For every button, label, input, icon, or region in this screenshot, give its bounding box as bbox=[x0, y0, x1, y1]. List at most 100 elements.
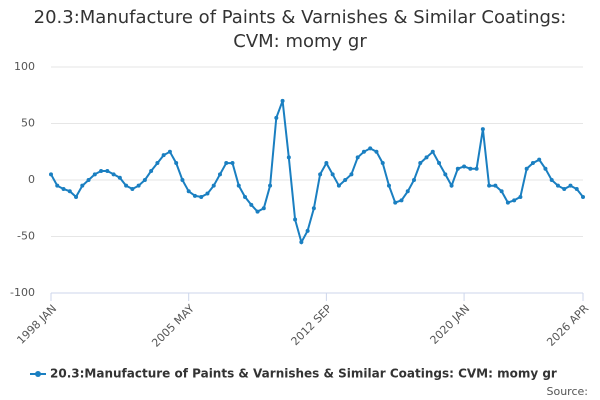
point bbox=[274, 115, 279, 120]
point bbox=[418, 161, 423, 166]
point bbox=[67, 189, 72, 194]
point bbox=[230, 161, 235, 166]
point bbox=[505, 200, 510, 205]
point bbox=[286, 155, 291, 160]
point bbox=[130, 187, 135, 192]
point bbox=[180, 178, 185, 182]
point bbox=[468, 166, 473, 171]
point bbox=[149, 168, 154, 173]
point bbox=[224, 161, 229, 166]
point bbox=[318, 172, 323, 177]
point bbox=[74, 194, 79, 199]
y-tick-label: 50 bbox=[21, 117, 35, 130]
y-tick-label: 100 bbox=[14, 60, 35, 73]
point bbox=[393, 200, 398, 205]
point bbox=[142, 178, 147, 182]
point bbox=[424, 155, 429, 160]
point bbox=[449, 183, 454, 188]
point bbox=[530, 161, 535, 166]
point bbox=[512, 198, 517, 203]
point bbox=[249, 202, 254, 207]
x-tick-label: 2026 APR bbox=[544, 302, 591, 349]
point bbox=[99, 168, 104, 173]
point bbox=[305, 228, 310, 233]
point bbox=[581, 194, 585, 199]
point bbox=[243, 194, 248, 199]
point bbox=[80, 183, 85, 188]
point bbox=[330, 172, 335, 177]
series-line bbox=[50, 100, 584, 245]
point bbox=[299, 240, 304, 245]
y-tick-label: 0 bbox=[28, 173, 35, 186]
point bbox=[518, 194, 523, 199]
point bbox=[462, 164, 467, 169]
point bbox=[136, 183, 141, 188]
y-tick-label: -100 bbox=[10, 286, 35, 299]
point bbox=[92, 172, 97, 177]
source: Source: bbox=[547, 385, 589, 398]
point bbox=[349, 172, 354, 177]
point bbox=[386, 183, 391, 188]
point bbox=[568, 183, 573, 188]
point bbox=[155, 161, 160, 166]
point bbox=[205, 191, 210, 196]
point bbox=[543, 166, 548, 171]
point bbox=[261, 206, 266, 211]
point bbox=[437, 161, 442, 166]
point bbox=[192, 193, 197, 198]
point bbox=[455, 166, 460, 171]
point bbox=[537, 157, 542, 162]
point bbox=[174, 161, 179, 166]
legend-label: 20.3:Manufacture of Paints & Varnishes &… bbox=[50, 367, 557, 381]
point bbox=[412, 178, 417, 182]
point bbox=[324, 161, 329, 166]
point bbox=[562, 187, 567, 192]
point bbox=[368, 146, 373, 151]
point bbox=[380, 161, 385, 166]
point bbox=[480, 127, 485, 132]
point bbox=[217, 172, 222, 177]
point bbox=[280, 98, 285, 103]
point bbox=[549, 178, 554, 182]
point bbox=[487, 183, 492, 188]
point bbox=[311, 206, 316, 211]
point bbox=[111, 172, 116, 177]
point bbox=[336, 183, 341, 188]
point bbox=[199, 194, 204, 199]
point bbox=[430, 149, 435, 154]
point bbox=[555, 183, 560, 188]
point bbox=[49, 172, 53, 177]
point bbox=[399, 198, 404, 203]
x-tick-label: 1998 JAN bbox=[14, 302, 59, 347]
point bbox=[405, 189, 410, 194]
chart-title: 20.3:Manufacture of Paints & Varnishes &… bbox=[33, 7, 567, 52]
point bbox=[211, 183, 216, 188]
point bbox=[493, 183, 498, 188]
x-tick-label: 2020 JAN bbox=[428, 302, 473, 347]
point bbox=[61, 187, 66, 192]
point bbox=[124, 183, 129, 188]
point bbox=[293, 217, 298, 222]
point bbox=[255, 209, 260, 214]
x-tick-label: 2012 SEP bbox=[289, 302, 335, 348]
point bbox=[268, 183, 273, 188]
point bbox=[374, 149, 379, 154]
point bbox=[236, 183, 241, 188]
point bbox=[361, 149, 366, 154]
point bbox=[105, 168, 110, 173]
point bbox=[55, 183, 60, 188]
y-tick-label: -50 bbox=[17, 230, 35, 243]
point bbox=[186, 189, 191, 194]
point bbox=[474, 166, 479, 171]
point bbox=[167, 149, 172, 154]
point bbox=[86, 178, 91, 182]
point bbox=[343, 178, 348, 182]
point bbox=[117, 175, 122, 180]
x-tick-label: 2005 MAY bbox=[149, 302, 197, 350]
point bbox=[574, 187, 579, 192]
point bbox=[499, 189, 504, 194]
point bbox=[161, 153, 166, 158]
legend-marker bbox=[35, 371, 41, 377]
